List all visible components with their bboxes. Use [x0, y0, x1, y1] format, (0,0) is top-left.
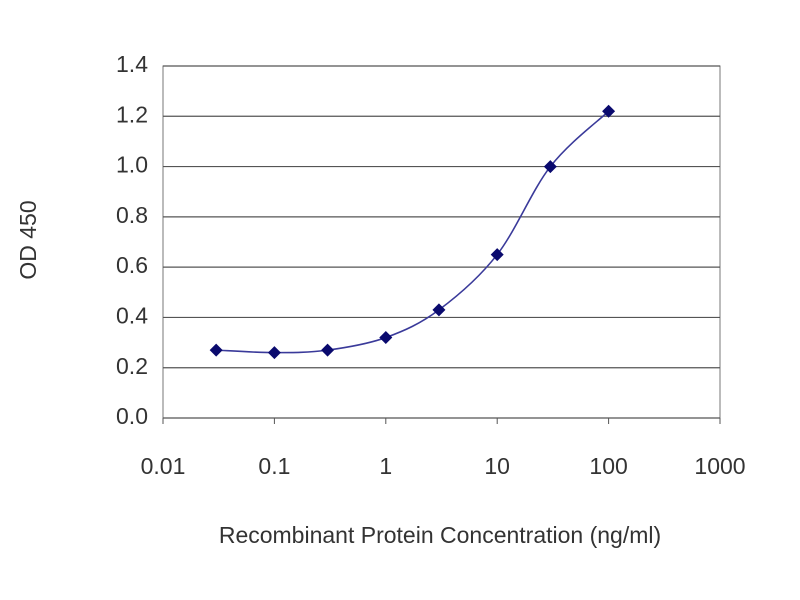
x-tick-label: 1000	[694, 453, 745, 479]
x-tick-label: 100	[589, 453, 627, 479]
y-tick-label: 0.8	[116, 202, 148, 228]
y-tick-label: 0.6	[116, 252, 148, 278]
x-axis-title: Recombinant Protein Concentration (ng/ml…	[219, 522, 661, 548]
plot-frame	[162, 65, 721, 419]
x-tick-label: 0.01	[141, 453, 186, 479]
y-tick-label: 0.0	[116, 403, 148, 429]
data-point	[432, 303, 446, 317]
x-tick-label: 10	[484, 453, 510, 479]
data-point	[379, 331, 393, 345]
x-tick-label: 1	[379, 453, 392, 479]
data-point	[209, 343, 223, 357]
y-tick-label: 1.0	[116, 152, 148, 178]
data-point	[490, 248, 504, 262]
x-tick-label: 0.1	[258, 453, 290, 479]
y-axis-title: OD 450	[15, 200, 41, 279]
data-point	[321, 343, 335, 357]
data-point	[267, 346, 281, 360]
y-tick-label: 1.4	[116, 51, 148, 77]
y-tick-label: 1.2	[116, 101, 148, 127]
data-point	[602, 104, 616, 118]
y-tick-label: 0.4	[116, 303, 148, 329]
data-point	[543, 160, 557, 174]
y-tick-label: 0.2	[116, 353, 148, 379]
